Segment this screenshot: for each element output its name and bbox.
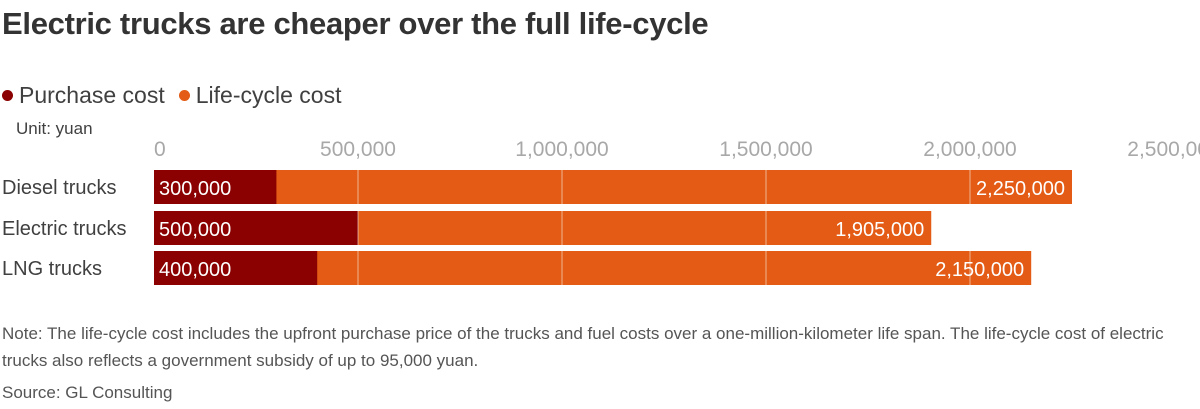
legend-item-life-cycle-cost: Life-cycle cost <box>178 82 342 109</box>
legend-label-life-cycle-cost: Life-cycle cost <box>195 82 342 108</box>
category-label-electric-trucks: Electric trucks <box>2 218 126 240</box>
chart-source: Source: GL Consulting <box>2 383 173 402</box>
x-tick-label-2-000-000: 2,000,000 <box>923 138 1016 161</box>
data-label-purchase-electric-trucks: 500,000 <box>159 219 231 241</box>
legend: Purchase cost Life-cycle cost <box>2 82 355 109</box>
data-label-purchase-lng-trucks: 400,000 <box>159 259 231 281</box>
bar-life-cycle-diesel-trucks <box>154 170 1072 204</box>
chart-note: Note: The life-cycle cost includes the u… <box>2 324 1164 370</box>
x-tick-label-500-000: 500,000 <box>320 138 396 161</box>
data-label-purchase-diesel-trucks: 300,000 <box>159 178 231 200</box>
legend-item-purchase-cost: Purchase cost <box>2 82 165 109</box>
x-tick-label-1-000-000: 1,000,000 <box>515 138 608 161</box>
data-label-life-cycle-electric-trucks: 1,905,000 <box>835 219 924 241</box>
x-tick-label-2-500-000: 2,500,000 <box>1127 138 1200 161</box>
bar-purchase-electric-trucks <box>154 211 358 245</box>
chart-title: Electric trucks are cheaper over the ful… <box>2 6 709 41</box>
bar-purchase-lng-trucks <box>154 251 318 285</box>
x-tick-label-0: 0 <box>154 138 166 161</box>
legend-swatch-life-cycle-cost <box>178 90 190 101</box>
bar-purchase-diesel-trucks <box>154 170 277 204</box>
legend-swatch-purchase-cost <box>2 90 13 101</box>
category-label-lng-trucks: LNG trucks <box>2 258 102 280</box>
data-label-life-cycle-lng-trucks: 2,150,000 <box>935 259 1024 281</box>
x-tick-label-1-500-000: 1,500,000 <box>719 138 812 161</box>
legend-label-purchase-cost: Purchase cost <box>19 82 165 108</box>
data-label-life-cycle-diesel-trucks: 2,250,000 <box>976 178 1065 200</box>
category-label-diesel-trucks: Diesel trucks <box>2 177 116 199</box>
unit-label: Unit: yuan <box>16 119 93 138</box>
bar-chart: 0 500,000 1,000,000 1,500,000 2,000,000 2,500… <box>2 138 1200 287</box>
